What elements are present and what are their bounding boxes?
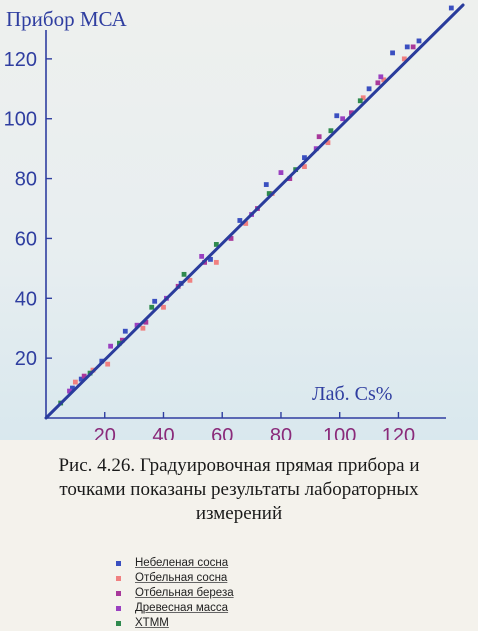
data-point-series-4 bbox=[134, 322, 140, 328]
x-axis-label: Лаб. Cs% bbox=[312, 383, 392, 405]
y-tick-label: 120 bbox=[4, 49, 37, 71]
calibration-line bbox=[44, 3, 465, 420]
legend-label: Небеленая сосна bbox=[135, 557, 229, 569]
y-tick-label: 100 bbox=[4, 109, 37, 131]
data-point-series-3 bbox=[119, 337, 125, 343]
figure-caption: Рис. 4.26. Градуировочная прямая прибора… bbox=[0, 454, 478, 526]
data-point-series-4 bbox=[278, 170, 284, 175]
data-point-series-4 bbox=[199, 253, 205, 259]
y-axis-label: Прибор МСА bbox=[6, 7, 127, 31]
axes: 20 40 60 80 100 120 20 40 60 80 100 120 bbox=[4, 30, 446, 440]
x-tick-label: 20 bbox=[94, 425, 116, 440]
data-point-series-4 bbox=[378, 74, 384, 80]
legend-marker bbox=[116, 591, 121, 596]
legend-label: Отбельная береза bbox=[135, 587, 234, 599]
data-point-series-3 bbox=[375, 80, 381, 86]
data-point-series-2 bbox=[161, 304, 166, 310]
data-point-series-2 bbox=[325, 140, 331, 146]
y-tick-label: 20 bbox=[15, 348, 37, 370]
data-point-series-5 bbox=[213, 242, 219, 247]
data-point-series-4 bbox=[108, 343, 114, 349]
data-point-series-4 bbox=[340, 116, 346, 122]
calibration-chart: Прибор МСА Лаб. Cs% 20 40 60 80 100 120 20 40 60… bbox=[4, 3, 465, 440]
data-point-series-3 bbox=[349, 110, 354, 116]
legend-label: ХТММ bbox=[135, 617, 169, 629]
data-point-series-2 bbox=[401, 56, 407, 62]
data-point-series-1 bbox=[416, 38, 422, 44]
legend-item: Древесная масса bbox=[116, 601, 234, 616]
legend-marker bbox=[116, 606, 121, 611]
data-point-series-1 bbox=[237, 218, 243, 223]
data-point-series-5 bbox=[357, 98, 363, 104]
data-point-series-2 bbox=[140, 325, 146, 331]
caption-line-3: измерений bbox=[195, 503, 283, 524]
data-point-series-2 bbox=[105, 361, 111, 367]
data-point-series-5 bbox=[181, 271, 187, 277]
legend-marker bbox=[116, 621, 121, 626]
caption-line-1: Рис. 4.26. Градуировочная прямая прибора… bbox=[58, 455, 420, 476]
data-point-series-1 bbox=[263, 182, 269, 187]
x-tick-label: 60 bbox=[211, 425, 233, 440]
legend-marker bbox=[116, 561, 121, 566]
data-point-series-2 bbox=[243, 221, 249, 226]
legend-label: Древесная масса bbox=[135, 602, 229, 614]
data-point-series-3 bbox=[316, 134, 322, 140]
data-point-series-2 bbox=[72, 379, 78, 385]
legend-item: Небеленая сосна bbox=[116, 556, 234, 571]
data-point-series-1 bbox=[208, 256, 213, 262]
x-tick-label: 40 bbox=[152, 425, 174, 440]
data-point-series-3 bbox=[410, 44, 416, 50]
data-point-series-2 bbox=[381, 77, 387, 83]
data-point-series-1 bbox=[122, 328, 128, 334]
calibration-line-group bbox=[44, 3, 465, 420]
legend-label: Отбельная сосна bbox=[135, 572, 228, 584]
legend: Небеленая сосна Отбельная сосна Отбельная … bbox=[116, 556, 234, 631]
data-point-series-1 bbox=[448, 5, 454, 11]
data-point-series-1 bbox=[78, 376, 84, 382]
data-point-series-2 bbox=[302, 164, 307, 170]
legend-item: Отбельная сосна bbox=[116, 571, 234, 586]
data-point-series-1 bbox=[334, 113, 340, 119]
data-point-series-3 bbox=[228, 236, 234, 241]
data-point-series-3 bbox=[143, 319, 149, 325]
legend-marker bbox=[116, 576, 121, 581]
legend-item: Отбельная береза bbox=[116, 586, 234, 601]
data-point-series-2 bbox=[213, 259, 219, 265]
data-point-series-3 bbox=[81, 373, 87, 379]
y-tick-label: 80 bbox=[15, 169, 37, 191]
caption-line-2: точками показаны результаты лабораторных bbox=[59, 479, 419, 500]
data-point-series-1 bbox=[152, 298, 158, 304]
x-tick-label: 80 bbox=[270, 425, 292, 440]
y-tick-label: 60 bbox=[15, 228, 37, 250]
data-point-series-2 bbox=[187, 277, 193, 283]
x-tick-label: 120 bbox=[382, 425, 415, 440]
data-point-series-5 bbox=[328, 128, 334, 134]
data-point-series-1 bbox=[390, 50, 395, 56]
data-point-series-5 bbox=[266, 191, 272, 196]
x-tick-label: 100 bbox=[323, 425, 356, 440]
data-point-series-1 bbox=[404, 44, 410, 50]
data-point-series-4 bbox=[67, 388, 72, 394]
data-point-series-2 bbox=[360, 95, 366, 101]
data-point-series-1 bbox=[302, 155, 307, 161]
y-tick-label: 40 bbox=[15, 288, 37, 310]
legend-item: ХТММ bbox=[116, 616, 234, 631]
data-point-series-5 bbox=[149, 304, 155, 310]
data-point-series-1 bbox=[366, 86, 372, 92]
data-point-series-1 bbox=[70, 385, 75, 391]
